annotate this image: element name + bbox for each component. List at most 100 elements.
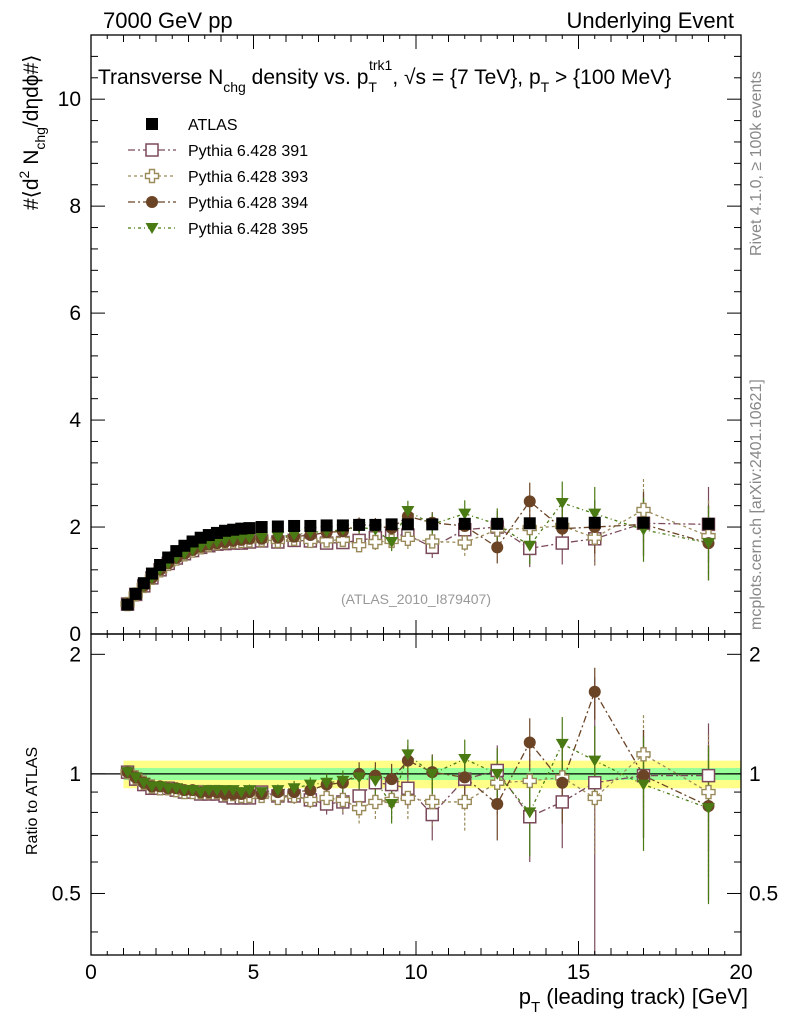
- ratio-point: [234, 787, 248, 799]
- ratio-y-tick-label-right: 0.5: [749, 882, 778, 905]
- ratio-point: [637, 769, 650, 782]
- ratio-point: [636, 747, 651, 762]
- legend-marker: [146, 196, 158, 208]
- legend-label: Pythia 6.428 393: [188, 169, 308, 186]
- ratio-point: [588, 775, 602, 790]
- legend-label: Pythia 6.428 391: [188, 143, 308, 160]
- data-series: [120, 477, 716, 955]
- ratio-point: [425, 794, 440, 810]
- ratio-point: [400, 790, 416, 806]
- main-point: [491, 541, 504, 554]
- atlas-point: [353, 518, 366, 531]
- ratio-point: [522, 773, 537, 789]
- main-point: [385, 537, 399, 549]
- main-point: [242, 532, 256, 544]
- atlas-point: [458, 517, 471, 530]
- atlas-point: [385, 518, 398, 531]
- ratio-point: [129, 772, 143, 784]
- main-point: [351, 538, 367, 553]
- atlas-point: [255, 521, 268, 534]
- x-tick-label: 15: [567, 961, 590, 984]
- ratio-point: [556, 776, 569, 789]
- main-point: [523, 540, 537, 552]
- ratio-point: [588, 685, 601, 698]
- ratio-y-tick-label: 0.5: [52, 882, 81, 905]
- legend: ATLAS Pythia 6.428 391 Pythia 6.428 393 Pyt…: [128, 117, 308, 238]
- ratio-point: [425, 807, 439, 822]
- ratio-point: [352, 789, 366, 803]
- main-point: [587, 530, 602, 545]
- ratio-y-tick-label: 2: [69, 643, 81, 666]
- ratio-point: [242, 785, 256, 797]
- ratio-point: [490, 775, 505, 790]
- atlas-point: [426, 518, 439, 531]
- ratio-point: [458, 771, 471, 784]
- atlas-point: [137, 577, 150, 590]
- ratio-point: [523, 807, 537, 819]
- ratio-point: [336, 775, 350, 787]
- ratio-point: [385, 773, 398, 786]
- main-point: [425, 534, 440, 549]
- legend-marker: [144, 168, 160, 184]
- main-point: [226, 534, 240, 546]
- main-point: [458, 508, 472, 520]
- main-point: [255, 532, 269, 544]
- ratio-point: [368, 794, 383, 810]
- main-y-tick-label: 2: [69, 516, 81, 539]
- ratio-point: [351, 800, 367, 816]
- ratio-point: [271, 785, 285, 797]
- main-point: [319, 533, 334, 548]
- atlas-point: [637, 516, 650, 529]
- ratio-point: [490, 768, 504, 780]
- ratio-ylabel: Ratio to ATLAS: [24, 747, 41, 855]
- main-line: [127, 509, 709, 605]
- main-y-tick-label: 10: [58, 88, 81, 111]
- atlas-point: [336, 519, 349, 532]
- ratio-point: [368, 775, 382, 787]
- main-point: [335, 532, 351, 548]
- x-tick-label: 20: [729, 961, 752, 984]
- legend-label: Pythia 6.428 395: [188, 221, 308, 238]
- atlas-point: [588, 516, 601, 529]
- main-point: [368, 534, 383, 550]
- ratio-point: [458, 754, 472, 766]
- main-point: [555, 536, 569, 550]
- ratio-point: [320, 777, 334, 789]
- ratio-point: [701, 768, 716, 783]
- x-tick-label: 5: [248, 961, 260, 984]
- atlas-point: [491, 517, 504, 530]
- main-y-tick-label: 8: [69, 195, 81, 218]
- ratio-point: [303, 792, 318, 808]
- main-point: [702, 538, 715, 550]
- main-point: [400, 531, 416, 547]
- legend-marker: [145, 223, 159, 234]
- ratio-point: [457, 794, 472, 810]
- main-y-tick-label: 4: [69, 409, 81, 432]
- legend-label: ATLAS: [188, 117, 238, 134]
- ratio-point: [194, 787, 208, 799]
- ratio-point: [637, 779, 650, 791]
- ratio-point: [588, 755, 602, 767]
- x-tick-label: 0: [85, 961, 97, 984]
- chart-text: Transverse Nchg density vs. pTtrk1, √s =…: [16, 55, 748, 1016]
- atlas-point: [271, 520, 284, 533]
- ratio-point: [137, 777, 151, 789]
- ratio-point: [555, 795, 569, 809]
- atlas-point: [556, 517, 569, 530]
- main-line: [127, 502, 709, 605]
- atlas-point: [129, 587, 142, 600]
- ratio-point: [491, 797, 504, 810]
- main-point: [457, 535, 472, 550]
- main-y-tick-label: 6: [69, 302, 81, 325]
- ratio-point: [702, 803, 715, 815]
- ratio-point: [352, 772, 366, 784]
- ratio-point: [425, 768, 439, 780]
- main-point: [287, 530, 301, 542]
- ratio-y-tick-label-right: 1: [749, 763, 761, 786]
- main-point: [523, 495, 536, 508]
- x-tick-label: 10: [404, 961, 427, 984]
- ratio-point: [121, 767, 135, 779]
- ratio-point: [335, 792, 351, 808]
